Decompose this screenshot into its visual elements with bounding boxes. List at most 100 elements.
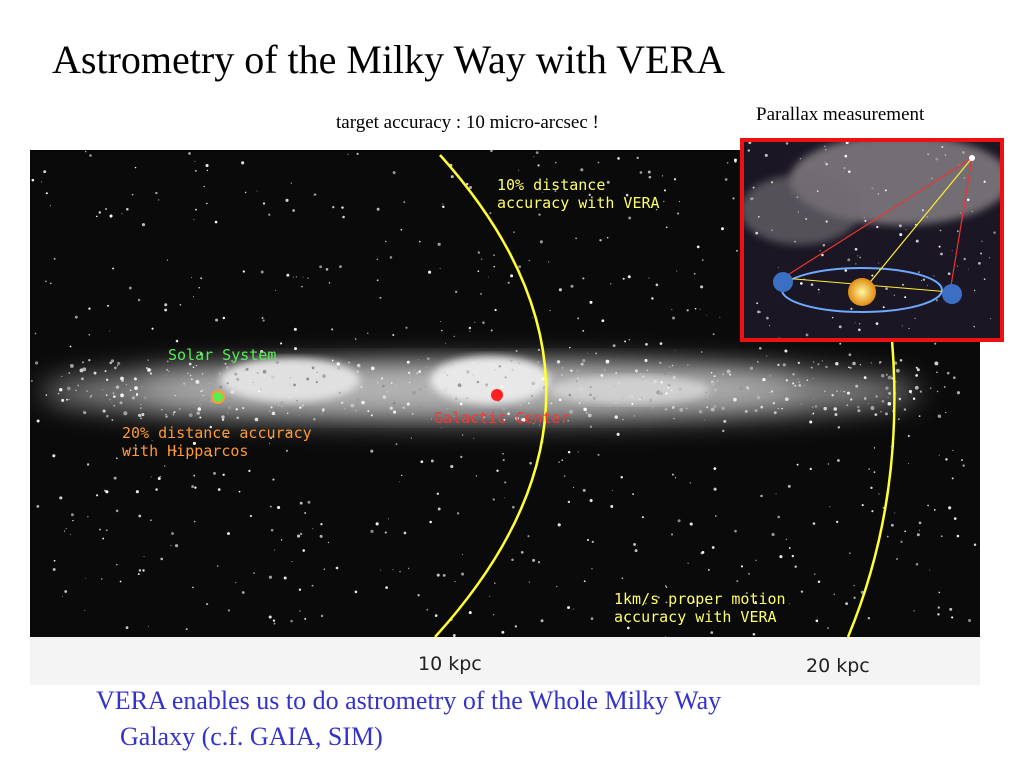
- star: [121, 213, 123, 215]
- star: [778, 267, 779, 268]
- star: [859, 364, 861, 366]
- star: [165, 415, 168, 418]
- star: [615, 371, 618, 374]
- star: [325, 268, 329, 271]
- star: [849, 366, 852, 369]
- star: [671, 364, 674, 367]
- star: [885, 386, 889, 390]
- star: [711, 382, 716, 387]
- star: [610, 505, 614, 508]
- star: [902, 283, 904, 286]
- star: [838, 325, 842, 329]
- star: [843, 167, 846, 170]
- star: [109, 399, 111, 401]
- star: [426, 357, 430, 361]
- star: [689, 522, 693, 526]
- star: [915, 239, 919, 243]
- star: [710, 372, 713, 374]
- star: [595, 352, 598, 355]
- star: [304, 617, 307, 620]
- star: [687, 562, 689, 564]
- star: [416, 372, 418, 375]
- star: [816, 616, 818, 618]
- star: [557, 523, 561, 527]
- star: [302, 549, 305, 552]
- star: [219, 385, 223, 389]
- star: [141, 223, 146, 227]
- star: [936, 390, 939, 393]
- star: [825, 162, 828, 166]
- star: [117, 361, 121, 366]
- star: [819, 250, 821, 252]
- star: [151, 327, 154, 330]
- star: [502, 459, 505, 462]
- star: [299, 406, 302, 409]
- star: [577, 377, 579, 380]
- star: [740, 565, 744, 568]
- star: [983, 278, 986, 280]
- star: [194, 486, 197, 489]
- star: [870, 362, 872, 364]
- star: [298, 414, 301, 416]
- star: [686, 363, 689, 366]
- star: [937, 414, 942, 418]
- star: [535, 401, 539, 404]
- star: [280, 539, 283, 541]
- star: [199, 416, 202, 419]
- galaxy-band: [30, 150, 977, 637]
- star: [698, 410, 703, 414]
- star: [429, 520, 432, 524]
- star: [236, 370, 239, 372]
- star: [69, 363, 74, 368]
- star: [701, 351, 703, 353]
- star: [990, 318, 992, 320]
- star: [234, 372, 238, 376]
- star: [199, 403, 202, 406]
- star: [601, 319, 605, 323]
- star: [935, 299, 938, 302]
- star: [302, 276, 304, 278]
- star: [109, 330, 111, 332]
- star: [704, 394, 709, 399]
- star: [739, 386, 743, 391]
- star: [757, 310, 761, 314]
- star: [837, 426, 841, 429]
- star: [912, 397, 916, 401]
- star: [556, 417, 558, 419]
- star: [957, 265, 958, 267]
- star: [482, 416, 485, 419]
- star: [339, 265, 342, 269]
- star: [288, 376, 291, 380]
- star: [805, 333, 809, 337]
- star: [75, 389, 77, 392]
- star: [328, 282, 331, 284]
- star: [655, 208, 658, 211]
- star: [134, 166, 137, 169]
- star: [219, 405, 221, 408]
- star: [653, 379, 657, 384]
- star: [588, 193, 592, 197]
- star: [713, 375, 716, 378]
- star: [86, 463, 90, 466]
- star: [487, 276, 489, 278]
- star: [936, 371, 938, 374]
- star: [324, 370, 327, 373]
- star: [937, 613, 940, 616]
- star: [511, 505, 515, 509]
- star: [770, 392, 773, 396]
- star: [439, 267, 441, 269]
- star: [821, 360, 823, 362]
- star: [504, 481, 507, 484]
- star: [99, 528, 101, 531]
- star: [85, 150, 87, 153]
- star: [488, 392, 491, 395]
- star: [628, 216, 632, 220]
- star: [595, 395, 598, 398]
- star: [347, 153, 349, 155]
- star: [112, 392, 115, 394]
- star: [812, 412, 815, 415]
- star: [762, 377, 766, 382]
- star: [713, 388, 718, 392]
- star: [810, 366, 813, 369]
